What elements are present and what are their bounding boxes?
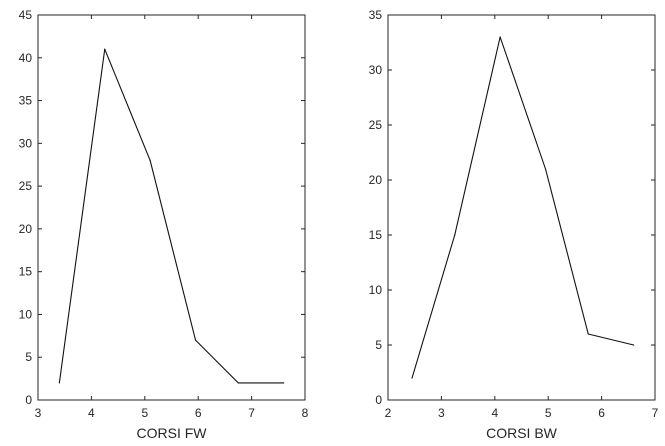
- y-tick-label: 25: [369, 118, 383, 132]
- x-tick-label: 5: [141, 406, 148, 420]
- data-point: [283, 382, 285, 384]
- y-tick-label: 35: [19, 94, 33, 108]
- x-tick-label: 7: [248, 406, 255, 420]
- data-point: [587, 333, 589, 335]
- y-tick-label: 45: [19, 8, 33, 22]
- data-point: [454, 234, 456, 236]
- y-tick-label: 35: [369, 8, 383, 22]
- series-line: [411, 36, 634, 379]
- y-tick-label: 25: [19, 179, 33, 193]
- y-tick-label: 15: [369, 228, 383, 242]
- y-tick-label: 0: [25, 393, 32, 407]
- y-tick-label: 20: [369, 173, 383, 187]
- data-point: [104, 48, 106, 50]
- x-tick-label: 4: [88, 406, 95, 420]
- data-point: [194, 339, 197, 341]
- y-tick-label: 5: [25, 350, 32, 364]
- x-tick-label: 7: [652, 406, 659, 420]
- data-point: [58, 382, 60, 384]
- y-tick-label: 10: [369, 283, 383, 297]
- x-tick-label: 3: [438, 406, 445, 420]
- series-line: [58, 48, 284, 384]
- axes-box: [387, 14, 656, 401]
- x-axis-label: CORSI BW: [486, 425, 558, 441]
- axes-box: [37, 14, 306, 401]
- y-tick-label: 20: [19, 222, 33, 236]
- x-axis-label: CORSI FW: [137, 425, 208, 441]
- y-tick-label: 0: [375, 393, 382, 407]
- x-tick-label: 8: [302, 406, 309, 420]
- y-tick-label: 30: [19, 136, 33, 150]
- data-point: [149, 159, 151, 162]
- data-point: [544, 168, 547, 170]
- data-point: [633, 344, 635, 346]
- data-point: [237, 382, 239, 384]
- chart-corsi-bw: 2 3 4 5 6 7 0 5 10 15 20 25 30 35 CORSI BW: [369, 8, 659, 441]
- x-tick-label: 6: [598, 406, 605, 420]
- data-point: [499, 36, 501, 38]
- x-tick-label: 3: [35, 406, 42, 420]
- data-point: [411, 377, 413, 379]
- y-tick-label: 10: [19, 307, 33, 321]
- y-tick-label: 40: [19, 51, 33, 65]
- x-tick-label: 4: [491, 406, 498, 420]
- x-tick-label: 2: [385, 406, 392, 420]
- x-tick-label: 5: [545, 406, 552, 420]
- y-tick-label: 30: [369, 63, 383, 77]
- y-tick-label: 5: [375, 338, 382, 352]
- y-tick-label: 15: [19, 265, 33, 279]
- x-tick-label: 6: [195, 406, 202, 420]
